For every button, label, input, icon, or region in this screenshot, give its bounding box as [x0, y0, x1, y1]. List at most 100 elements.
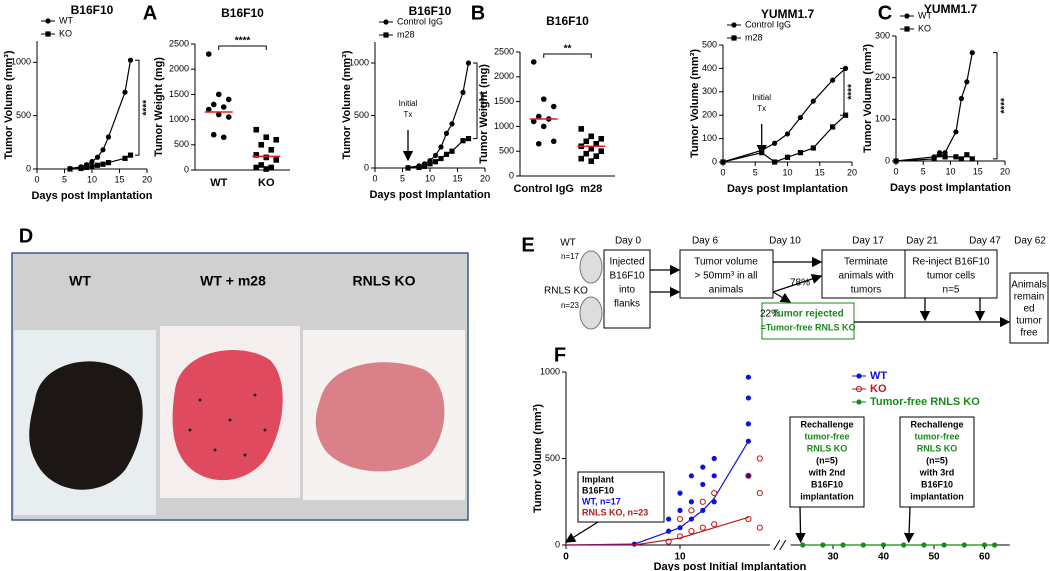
data-point	[720, 159, 726, 165]
day-label: Day 6	[692, 236, 719, 247]
percent-label: 78%	[790, 278, 810, 289]
x-tick-label: 5	[753, 167, 758, 177]
data-point	[688, 473, 695, 479]
y-tick-label: 500	[16, 110, 31, 120]
data-point	[842, 112, 849, 118]
data-point	[225, 96, 232, 103]
series-line	[69, 60, 132, 170]
data-point	[578, 126, 585, 132]
data-point	[810, 98, 816, 104]
data-point	[550, 103, 557, 110]
chart-title: YUMM1.7	[761, 7, 815, 21]
y-tick-label: 0	[509, 170, 514, 180]
y-axis-label: Tumor Volume (mm³)	[3, 50, 15, 159]
y-tick-label: 500	[354, 110, 369, 120]
day-label: Day 47	[969, 236, 1001, 247]
x-tick-label: 15	[815, 167, 825, 177]
data-point	[263, 154, 270, 161]
data-point	[677, 507, 683, 513]
y-tick-label: 2000	[169, 64, 189, 74]
data-point	[880, 542, 887, 548]
box-text: remain	[1014, 292, 1045, 303]
data-point	[205, 51, 212, 57]
photo-lung	[29, 361, 143, 490]
data-point	[258, 162, 265, 168]
data-point	[460, 89, 466, 95]
step-box	[603, 249, 651, 329]
annotation-text: B16F10	[921, 479, 953, 489]
data-point	[981, 542, 988, 548]
legend-label: Control IgG	[745, 19, 791, 29]
y-tick-label: 0	[184, 164, 189, 174]
data-point	[540, 123, 547, 130]
box-text: > 50mm³ in all	[694, 271, 757, 282]
data-point	[921, 542, 927, 548]
box-text: n=5	[943, 285, 960, 296]
data-point	[699, 524, 706, 531]
group-label: WT	[560, 238, 576, 249]
legend-label: KO	[59, 28, 72, 38]
data-point	[127, 57, 134, 63]
y-tick-label: 200	[875, 72, 890, 82]
series-line	[407, 138, 469, 169]
significance-bracket	[473, 62, 478, 140]
significance-bracket	[543, 53, 592, 58]
data-point	[220, 134, 227, 141]
data-point	[969, 156, 975, 162]
day-label: Day 62	[1014, 236, 1046, 247]
box-text: tumor cells	[927, 271, 975, 282]
data-point	[784, 131, 791, 137]
x-tick-label: 15	[452, 173, 462, 183]
data-point	[756, 455, 763, 462]
day-label: Day 21	[906, 236, 938, 247]
x-tick-label: 20	[480, 173, 490, 183]
x-tick-label: 15	[114, 174, 124, 184]
x-tick-label: 0	[720, 167, 725, 177]
data-point	[931, 156, 937, 162]
data-point	[688, 507, 695, 514]
percent-label: 22%	[760, 309, 780, 320]
y-tick-label: 0	[364, 162, 369, 172]
data-point	[820, 542, 826, 548]
chart-title: B16F10	[221, 6, 264, 20]
box-text: Tumor volume	[694, 257, 758, 268]
annotation-box	[789, 416, 865, 508]
annotation-text: B16F10	[811, 479, 843, 489]
y-tick-label: 1000	[540, 366, 560, 376]
annotation-text: with 3rd	[919, 467, 955, 477]
data-point	[893, 158, 899, 164]
significance-bracket	[135, 59, 140, 156]
panel-label: E	[521, 234, 534, 256]
annotation-text: Rechallenge	[910, 419, 963, 429]
y-tick-label: 100	[875, 114, 890, 124]
data-point	[416, 164, 422, 171]
data-point	[772, 159, 778, 165]
box-text: into	[619, 285, 636, 296]
x-tick-label: 0	[34, 174, 39, 184]
data-point	[784, 154, 791, 160]
data-point	[598, 136, 605, 142]
significance-bracket	[993, 52, 998, 160]
data-point	[215, 111, 222, 118]
data-point	[711, 473, 717, 479]
data-point	[810, 145, 816, 151]
significance: ****	[480, 93, 491, 109]
legend-label: KO	[870, 383, 887, 395]
data-point	[953, 154, 959, 160]
data-point	[797, 150, 803, 156]
data-point	[215, 91, 222, 98]
box-text: animals	[709, 285, 743, 296]
arrow	[772, 291, 792, 303]
data-point	[443, 151, 450, 157]
data-point	[530, 118, 537, 125]
mouse-icon	[579, 296, 603, 330]
mouse-icon	[579, 250, 603, 284]
series-line	[895, 52, 973, 162]
photo-label: RNLS KO	[353, 273, 416, 289]
annotation: Tx	[404, 110, 413, 119]
data-point	[953, 129, 959, 135]
x-tick-label: Control IgG	[514, 183, 575, 195]
data-point	[205, 106, 212, 113]
data-point	[253, 126, 260, 133]
